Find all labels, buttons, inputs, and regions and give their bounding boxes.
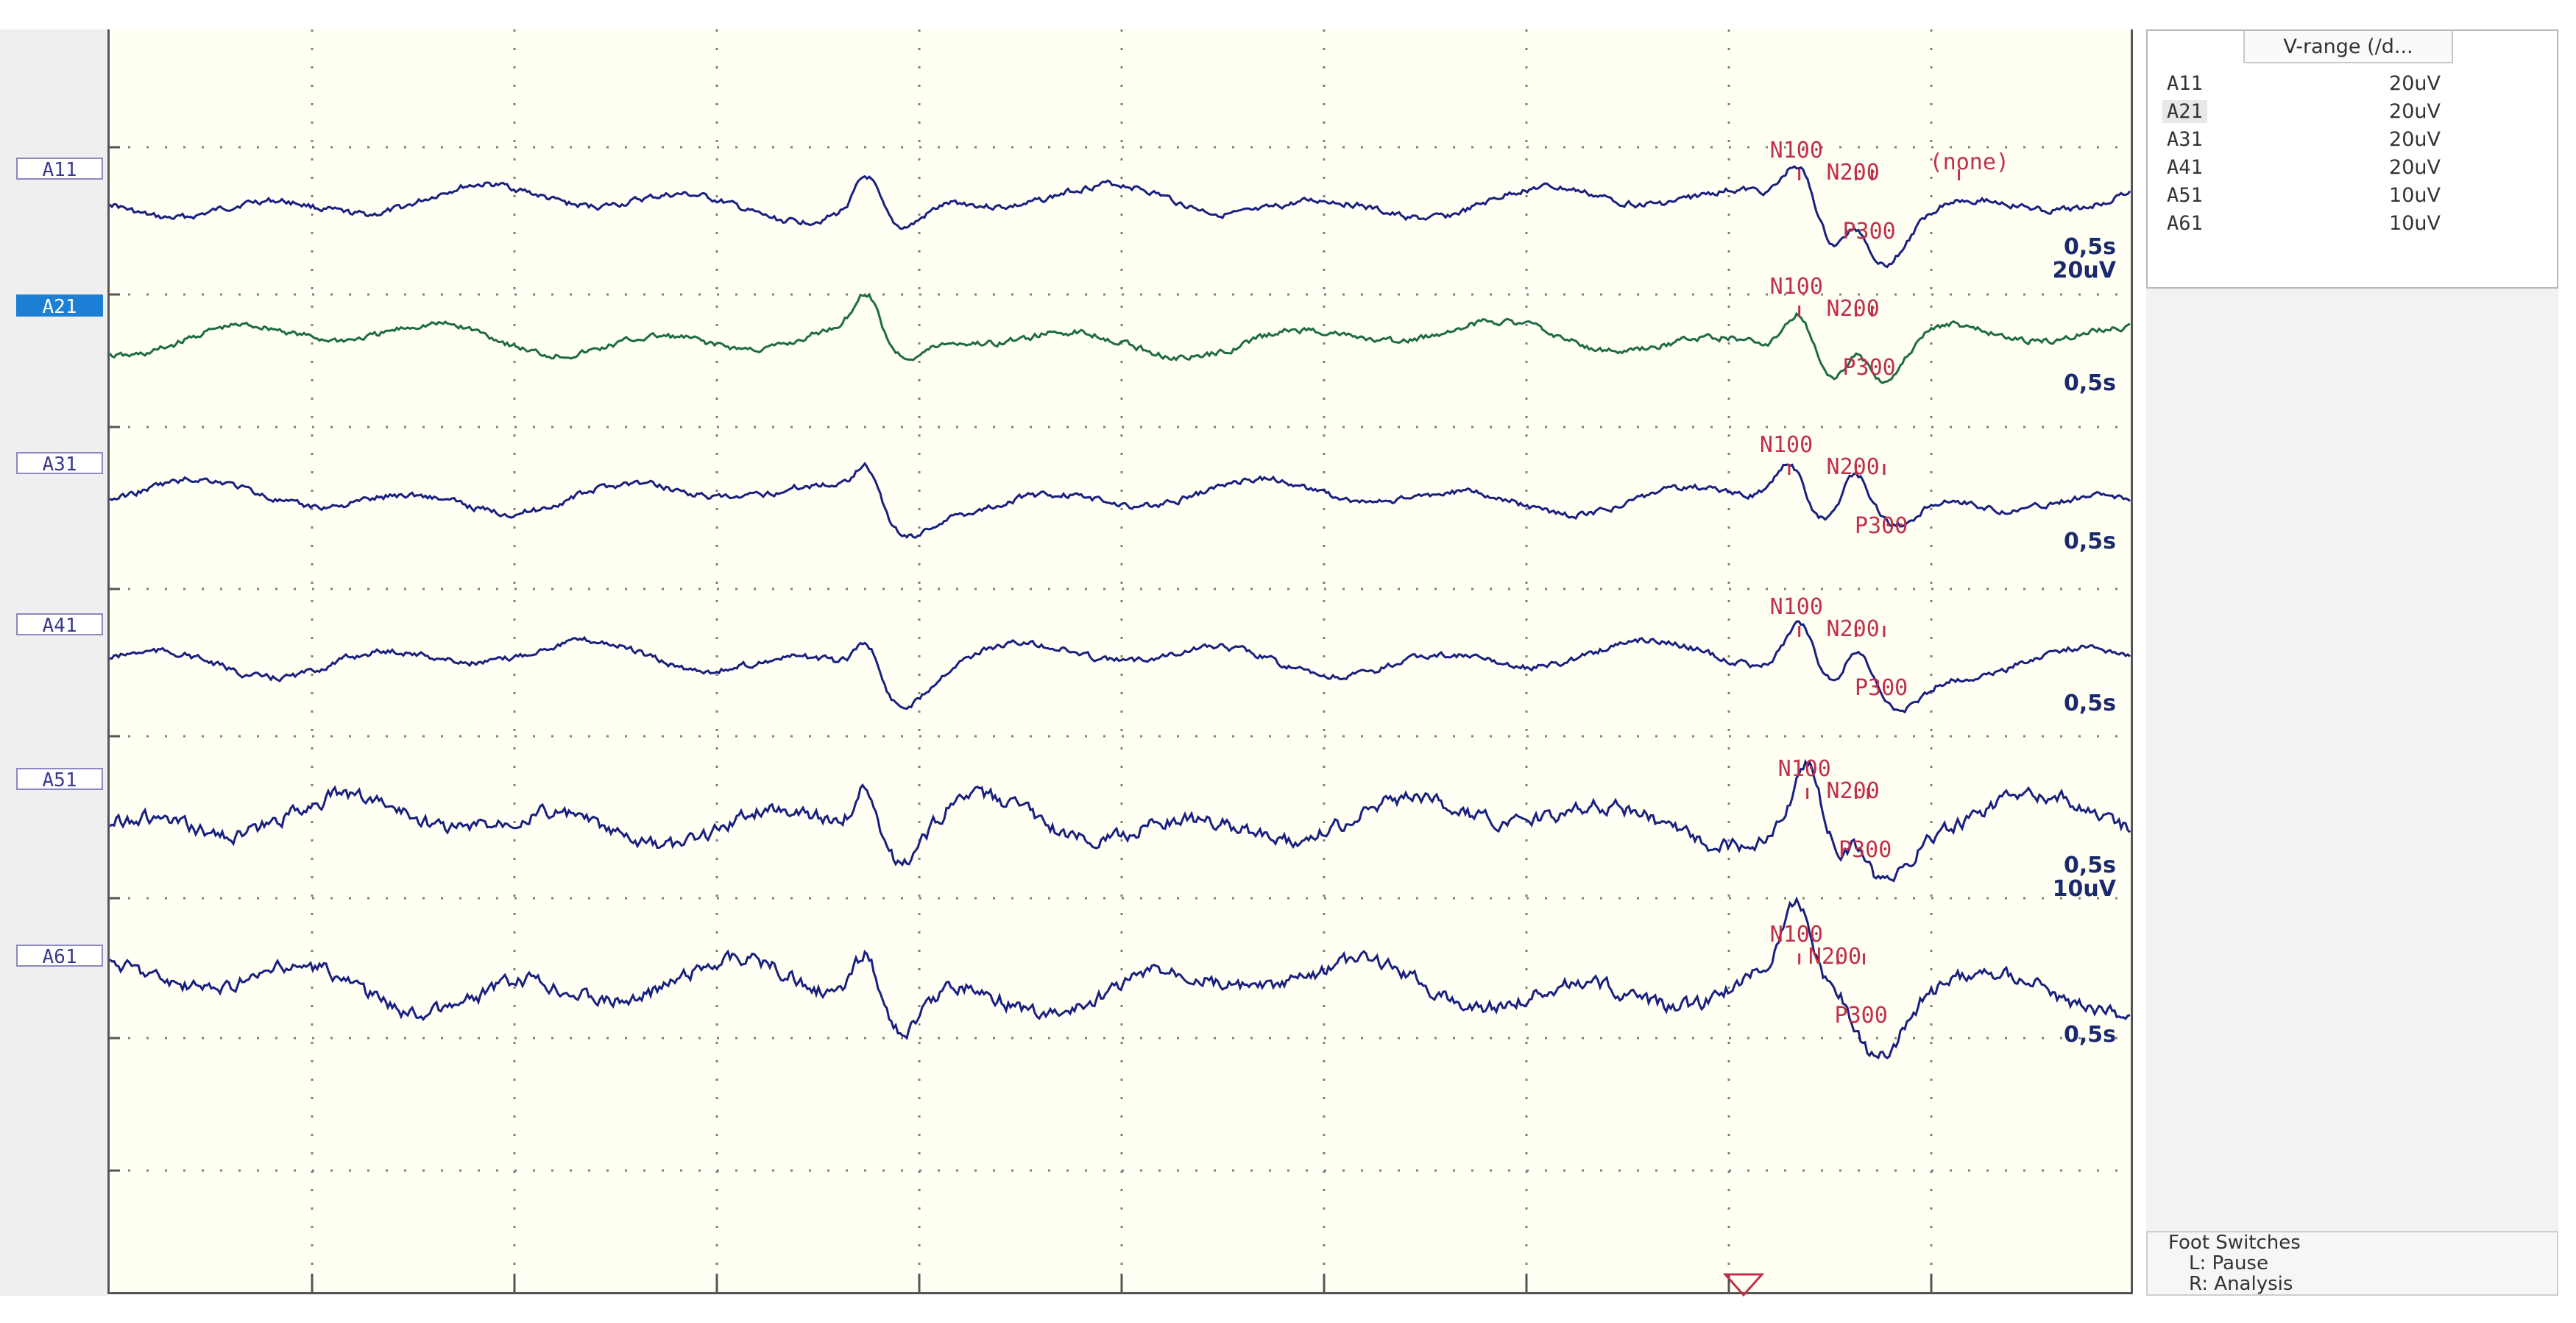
vrange-panel: V-range (/d... A11 20uV A21 20uV A31 20uV A… [2146, 29, 2558, 289]
erp-marker-label[interactable]: N100 [1769, 594, 1823, 620]
erp-marker-label[interactable]: P300 [1834, 1003, 1888, 1029]
foot-switch-left: L: Pause [2189, 1252, 2268, 1274]
eeg-trace-a21 [110, 292, 2131, 385]
erp-marker-label[interactable]: N100 [1759, 432, 1814, 458]
erp-marker-label[interactable]: N200 [1808, 944, 1862, 970]
channel-tab-a51[interactable]: A51 [16, 768, 103, 791]
trace-scale-label-a51: 0,5s 10uV [2052, 853, 2116, 902]
foot-switches-title: Foot Switches [2168, 1232, 2301, 1254]
erp-marker-label[interactable]: N100 [1777, 756, 1831, 782]
side-panel-background [2146, 289, 2558, 1294]
vrange-row[interactable]: A31 20uV [2167, 128, 2441, 151]
eeg-traces [110, 29, 2131, 1292]
vrange-row[interactable]: A61 10uV [2167, 212, 2441, 235]
foot-switches-box: Foot Switches L: Pause R: Analysis [2146, 1231, 2558, 1296]
eeg-trace-a11 [110, 165, 2131, 269]
vrange-row[interactable]: A21 20uV [2155, 100, 2552, 124]
eeg-trace-a41 [110, 620, 2131, 714]
eeg-trace-a31 [110, 462, 2131, 539]
trace-scale-label-a61: 0,5s [2063, 1022, 2116, 1048]
erp-marker-label[interactable]: N200 [1826, 296, 1880, 322]
erp-marker-label[interactable]: N100 [1769, 922, 1823, 948]
erp-marker-label[interactable]: P300 [1842, 219, 1896, 244]
channel-gutter: A11 A21 A31 A41 A51 A61 [0, 29, 107, 1296]
erp-marker-label[interactable]: N200 [1826, 616, 1880, 642]
erp-marker-label[interactable]: N100 [1769, 274, 1823, 300]
channel-tab-a21[interactable]: A21 [16, 294, 103, 318]
vrange-column-header[interactable]: V-range (/d... [2243, 31, 2453, 63]
channel-tab-a11[interactable]: A11 [16, 158, 103, 181]
erp-marker-label[interactable]: N100 [1769, 138, 1823, 163]
vrange-row[interactable]: A11 20uV [2167, 72, 2441, 95]
channel-tab-a61[interactable]: A61 [16, 945, 103, 968]
trigger-triangle-icon[interactable] [1722, 1272, 1765, 1300]
vrange-row[interactable]: A41 20uV [2167, 156, 2441, 179]
trace-scale-label-a41: 0,5s [2063, 691, 2116, 716]
eeg-trace-a61 [110, 896, 2131, 1060]
erp-marker-label[interactable]: P300 [1854, 513, 1908, 539]
erp-marker-label[interactable]: (none) [1929, 149, 2009, 175]
foot-switch-right: R: Analysis [2189, 1273, 2293, 1295]
eeg-trace-a51 [110, 758, 2131, 883]
erp-marker-label[interactable]: N200 [1826, 454, 1880, 480]
channel-tab-a41[interactable]: A41 [16, 613, 103, 637]
trace-scale-label-a11: 0,5s 20uV [2052, 234, 2116, 283]
erp-marker-label[interactable]: P300 [1839, 837, 1892, 863]
trace-scale-label-a31: 0,5s [2063, 529, 2116, 554]
erp-marker-label[interactable]: P300 [1854, 675, 1908, 701]
channel-tab-a31[interactable]: A31 [16, 452, 103, 476]
erp-marker-label[interactable]: P300 [1842, 355, 1896, 381]
erp-marker-label[interactable]: N200 [1826, 778, 1880, 804]
trace-scale-label-a21: 0,5s [2063, 370, 2116, 396]
vrange-row[interactable]: A51 10uV [2167, 184, 2441, 207]
erp-marker-label[interactable]: N200 [1826, 160, 1880, 186]
eeg-plot-area[interactable]: 0,5s 20uV 0,5s 0,5s 0,5s 0,5s 10uV 0,5s N1… [107, 29, 2133, 1297]
